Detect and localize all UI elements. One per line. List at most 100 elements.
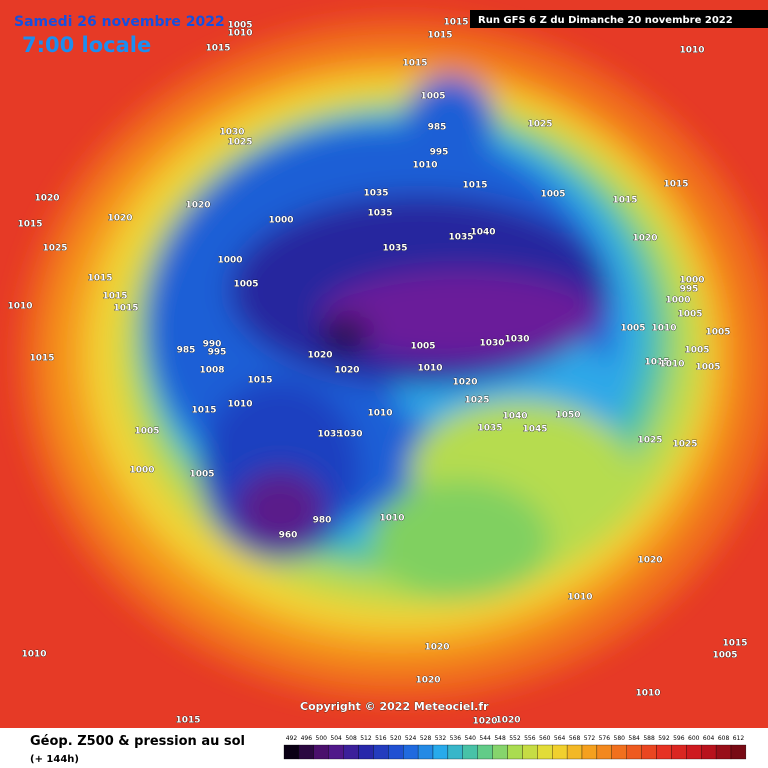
isobar-label: 1025 [42,244,67,254]
colorbar-label: 516 [375,735,387,742]
colorbar-cell [477,744,493,760]
colorbar-label: 548 [494,735,506,742]
colorbar-cell [566,744,583,760]
colorbar-cell [313,744,329,760]
colorbar-cell [552,744,568,760]
isobar-label: 1010 [227,29,252,39]
isobar-label: 1015 [29,354,54,364]
isobar-label: 1020 [424,643,449,653]
isobar-label: 1015 [17,220,42,230]
colorbar-cell [298,744,314,760]
colorbar-cell [432,744,449,760]
isobar-label: 1020 [415,676,440,686]
colorbar-label: 492 [286,735,298,742]
header: Samedi 26 novembre 2022 7:00 locale Run … [14,10,768,57]
isobar-label: 1005 [695,363,720,373]
isobar-label: 1005 [227,21,252,31]
copyright: Copyright © 2022 Meteociel.fr [300,700,489,713]
isobar-label: 1005 [705,328,730,338]
colorbar-cell [656,744,672,760]
isobar-label: 1005 [540,190,565,200]
isobar-label: 1010 [659,360,684,370]
colorbar-cell [343,744,359,760]
isobar-labels: 1005101010151015101510151010103010251025… [7,17,748,727]
colorbar-cell [701,744,717,760]
isobar-label: 1015 [175,716,200,726]
isobar-label: 1020 [632,234,657,244]
colorbar-cell [507,744,523,760]
colorbar-cell [626,744,642,760]
isobar-label: 1005 [134,427,159,437]
isobar-label: 1040 [502,412,527,422]
isobar-label: 1005 [677,310,702,320]
run-info: Run GFS 6 Z du Dimanche 20 novembre 2022 [478,15,733,26]
isobar-label: 1040 [470,228,495,238]
colorbar-label: 496 [301,735,313,742]
colorbar-label: 580 [614,735,626,742]
isobar-label: 1005 [620,324,645,334]
colorbar-label: 596 [673,735,685,742]
isobar-label: 1035 [367,209,392,219]
isobar-label: 1020 [334,366,359,376]
isobar-label: 1010 [417,364,442,374]
footer: Géop. Z500 & pression au sol (+ 144h) 49… [0,728,768,768]
colorbar-label: 572 [584,735,596,742]
colorbar-cell [522,744,538,760]
colorbar-label: 576 [599,735,611,742]
date: Samedi 26 novembre 2022 [14,14,225,30]
isobar-label: 1015 [612,196,637,206]
isobar-label: 1015 [247,376,272,386]
colorbar-cell [328,744,344,760]
geopotential-field [0,0,768,728]
colorbar-label: 604 [703,735,715,742]
isobar-label: 980 [313,516,332,526]
isobar-label: 990 [203,340,222,350]
isobar-label: 1015 [402,59,427,69]
colorbar-label: 544 [479,735,491,742]
isobar-label: 1015 [462,181,487,191]
colorbar-cell [730,744,747,760]
isobar-label: 1025 [227,138,252,148]
isobar-label: 1015 [427,31,452,41]
colorbar-cell [373,744,389,760]
colorbar-label: 612 [733,735,745,742]
colorbar: 492 496 500 504 508 512 516 520 524 528 532 536 540 5… [283,735,747,760]
colorbar-cell [537,744,553,760]
footer-title: Géop. Z500 & pression au sol [30,734,245,749]
isobar-label: 1030 [504,335,529,345]
colorbar-label: 536 [450,735,462,742]
colorbar-label: 600 [688,735,700,742]
isobar-label: 1025 [464,396,489,406]
colorbar-cell [462,744,478,760]
isobar-label: 1015 [644,358,669,368]
isobar-label: 1035 [477,424,502,434]
colorbar-label: 512 [360,735,372,742]
isobar-label: 995 [430,148,449,158]
isobar-label: 1010 [379,514,404,524]
isobar-label: 985 [428,123,447,133]
colorbar-label: 500 [316,735,328,742]
isobar-label: 1000 [679,276,704,286]
colorbar-cell [358,744,374,760]
colorbar-label: 524 [405,735,417,742]
isobar-label: 1010 [367,409,392,419]
isobar-label: 1005 [233,280,258,290]
colorbar-label: 520 [390,735,402,742]
colorbar-label: 560 [539,735,551,742]
isobar-label: 995 [208,348,227,358]
isobar-label: 1015 [722,639,747,649]
isobar-label: 1010 [21,650,46,660]
isobar-label: 1030 [219,128,244,138]
colorbar-label: 508 [345,735,357,742]
isobar-label: 1015 [87,274,112,284]
isobar-label: 1020 [185,201,210,211]
isobar-label: 1010 [227,400,252,410]
time: 7:00 locale [22,33,151,57]
run-box [470,10,768,28]
colorbar-label: 588 [643,735,655,742]
colorbar-cell [283,744,300,760]
isobar-label: 1015 [113,304,138,314]
isobar-label: 1000 [268,216,293,226]
isobar-label: 1030 [337,430,362,440]
